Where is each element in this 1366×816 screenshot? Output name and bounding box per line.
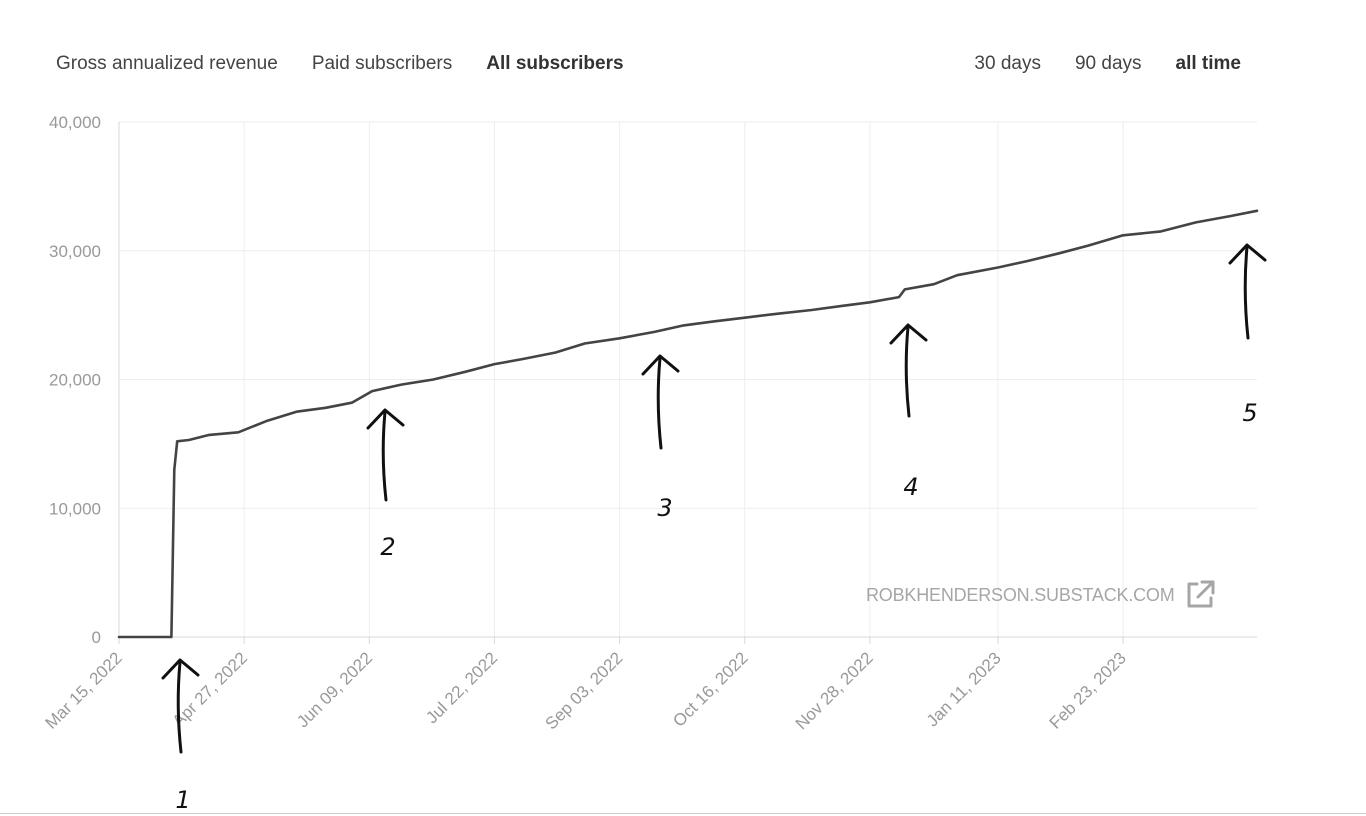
watermark-text: ROBKHENDERSON.SUBSTACK.COM: [866, 584, 1175, 605]
range-tabs: 30 days 90 days all time: [974, 52, 1241, 76]
grid-layer: [119, 121, 1257, 637]
metric-tabs: Gross annualized revenue Paid subscriber…: [56, 52, 624, 76]
arrow-head: [161, 658, 200, 680]
x-tick-label: Jul 22, 2022: [422, 648, 501, 727]
arrow-shaft: [176, 660, 183, 754]
tab-all-time[interactable]: all time: [1175, 53, 1241, 74]
watermark[interactable]: ROBKHENDERSON.SUBSTACK.COM: [866, 578, 1217, 612]
annotation-label: 3: [657, 494, 672, 522]
annotation-arrow: [161, 658, 200, 754]
x-tick-label: Feb 23, 2023: [1046, 648, 1130, 732]
y-tick-label: 0: [92, 628, 101, 647]
y-tick-label: 30,000: [49, 242, 101, 261]
annotation-arrow: [889, 323, 928, 418]
arrow-shaft: [1243, 245, 1250, 340]
series-line: [117, 209, 1259, 639]
tab-30-days[interactable]: 30 days: [974, 53, 1041, 74]
x-tick-label: Oct 16, 2022: [669, 648, 751, 730]
annotation-label: 1: [175, 786, 190, 814]
annotation-layer: 1 2 3 4 5: [161, 243, 1267, 814]
bottom-divider: [0, 813, 1366, 814]
arrow-head: [889, 323, 928, 345]
external-link-icon[interactable]: [1183, 578, 1217, 612]
tab-gross-annualized-revenue[interactable]: Gross annualized revenue: [56, 53, 278, 74]
arrow-shaft: [381, 410, 388, 502]
x-tick-label: Jun 09, 2022: [293, 648, 376, 731]
line-layer: [117, 209, 1259, 639]
tab-90-days[interactable]: 90 days: [1074, 53, 1142, 74]
x-tick-label: Jan 11, 2023: [923, 648, 1005, 730]
x-tick-label: Mar 15, 2022: [42, 648, 126, 732]
arrow-shaft: [656, 356, 663, 450]
tab-all-subscribers[interactable]: All subscribers: [486, 53, 624, 74]
tab-paid-subscribers[interactable]: Paid subscribers: [311, 53, 453, 74]
y-tick-label: 40,000: [49, 113, 101, 132]
y-tick-label: 20,000: [49, 371, 101, 390]
arrow-head: [1228, 243, 1267, 265]
annotation-label: 4: [903, 473, 918, 501]
arrow-shaft: [904, 325, 911, 418]
arrow-head: [641, 354, 680, 376]
annotation-label: 5: [1242, 399, 1257, 427]
x-tick-label: Sep 03, 2022: [541, 648, 626, 733]
annotation-arrow: [366, 408, 405, 502]
y-tick-label: 10,000: [49, 499, 101, 518]
annotation-arrow: [641, 354, 680, 450]
x-tick-label: Nov 28, 2022: [792, 648, 877, 733]
annotation-arrow: [1228, 243, 1267, 340]
annotation-label: 2: [380, 533, 395, 561]
arrow-head: [366, 408, 405, 430]
